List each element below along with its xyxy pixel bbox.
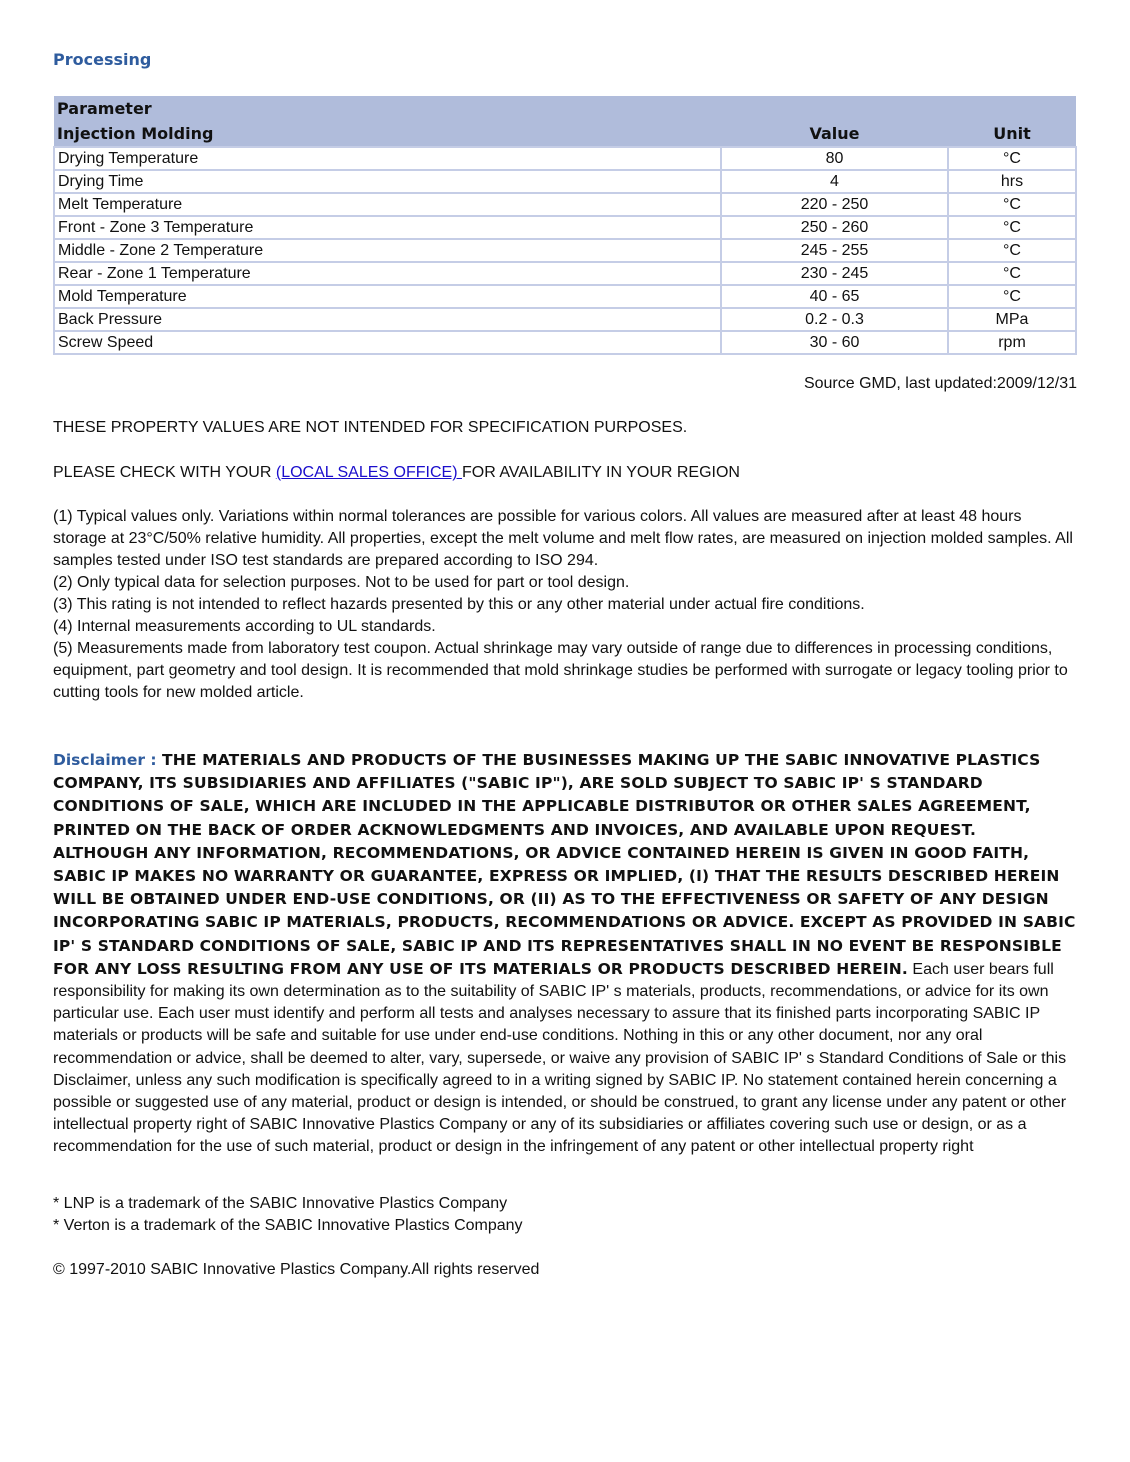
- trademark-lnp: * LNP is a trademark of the SABIC Innova…: [53, 1195, 508, 1212]
- unit-cell: °C: [947, 146, 1077, 171]
- footnote-1: (1) Typical values only. Variations with…: [53, 508, 1073, 569]
- header-injection-molding: Injection Molding: [54, 121, 721, 147]
- header-parameter: Parameter: [54, 96, 1076, 121]
- param-cell: Screw Speed: [53, 330, 722, 355]
- disclaimer: Disclaimer : THE MATERIALS AND PRODUCTS …: [53, 749, 1077, 1159]
- unit-cell: rpm: [947, 330, 1077, 355]
- table-row: Mold Temperature 40 - 65 °C: [53, 284, 1077, 309]
- footnote-3: (3) This rating is not intended to refle…: [53, 596, 865, 613]
- availability-notice: PLEASE CHECK WITH YOUR (LOCAL SALES OFFI…: [53, 462, 1077, 484]
- section-title: Processing: [53, 50, 152, 69]
- value-cell: 80: [720, 146, 949, 171]
- table-row: Screw Speed 30 - 60 rpm: [53, 330, 1077, 355]
- table-row: Drying Time 4 hrs: [53, 169, 1077, 194]
- param-cell: Back Pressure: [53, 307, 722, 332]
- source-note: Source GMD, last updated:2009/12/31: [803, 375, 1077, 392]
- unit-cell: hrs: [947, 169, 1077, 194]
- disclaimer-text: Each user bears full responsibility for …: [53, 960, 1067, 1156]
- unit-cell: °C: [947, 215, 1077, 240]
- value-cell: 230 - 245: [720, 261, 949, 286]
- unit-cell: °C: [947, 192, 1077, 217]
- unit-cell: MPa: [947, 307, 1077, 332]
- trademark-verton: * Verton is a trademark of the SABIC Inn…: [53, 1217, 523, 1234]
- param-cell: Middle - Zone 2 Temperature: [53, 238, 722, 263]
- value-cell: 245 - 255: [720, 238, 949, 263]
- unit-cell: °C: [947, 284, 1077, 309]
- table-row: Drying Temperature 80 °C: [53, 146, 1077, 171]
- footnote-4: (4) Internal measurements according to U…: [53, 618, 436, 635]
- param-cell: Drying Time: [53, 169, 722, 194]
- copyright: © 1997-2010 SABIC Innovative Plastics Co…: [53, 1261, 540, 1278]
- table-row: Back Pressure 0.2 - 0.3 MPa: [53, 307, 1077, 332]
- check-before: PLEASE CHECK WITH YOUR: [53, 464, 276, 481]
- disclaimer-label: Disclaimer :: [53, 751, 162, 769]
- processing-table: Parameter Injection Molding Value Unit D…: [53, 96, 1077, 355]
- value-cell: 40 - 65: [720, 284, 949, 309]
- value-cell: 250 - 260: [720, 215, 949, 240]
- trademarks: * LNP is a trademark of the SABIC Innova…: [53, 1193, 1077, 1237]
- footnote-2: (2) Only typical data for selection purp…: [53, 574, 630, 591]
- value-cell: 0.2 - 0.3: [720, 307, 949, 332]
- header-unit: Unit: [948, 121, 1076, 147]
- unit-cell: °C: [947, 261, 1077, 286]
- param-cell: Rear - Zone 1 Temperature: [53, 261, 722, 286]
- value-cell: 30 - 60: [720, 330, 949, 355]
- value-cell: 220 - 250: [720, 192, 949, 217]
- footnotes: (1) Typical values only. Variations with…: [53, 506, 1077, 704]
- unit-cell: °C: [947, 238, 1077, 263]
- param-cell: Mold Temperature: [53, 284, 722, 309]
- spec-notice: THESE PROPERTY VALUES ARE NOT INTENDED F…: [53, 419, 688, 436]
- table-row: Rear - Zone 1 Temperature 230 - 245 °C: [53, 261, 1077, 286]
- footnote-5: (5) Measurements made from laboratory te…: [53, 640, 1068, 701]
- disclaimer-bold-text: THE MATERIALS AND PRODUCTS OF THE BUSINE…: [53, 751, 1076, 978]
- table-row: Front - Zone 3 Temperature 250 - 260 °C: [53, 215, 1077, 240]
- header-value: Value: [721, 121, 948, 147]
- param-cell: Front - Zone 3 Temperature: [53, 215, 722, 240]
- table-row: Melt Temperature 220 - 250 °C: [53, 192, 1077, 217]
- value-cell: 4: [720, 169, 949, 194]
- table-row: Middle - Zone 2 Temperature 245 - 255 °C: [53, 238, 1077, 263]
- param-cell: Drying Temperature: [53, 146, 722, 171]
- param-cell: Melt Temperature: [53, 192, 722, 217]
- local-sales-office-link[interactable]: (LOCAL SALES OFFICE): [275, 464, 462, 481]
- check-after: FOR AVAILABILITY IN YOUR REGION: [461, 464, 740, 481]
